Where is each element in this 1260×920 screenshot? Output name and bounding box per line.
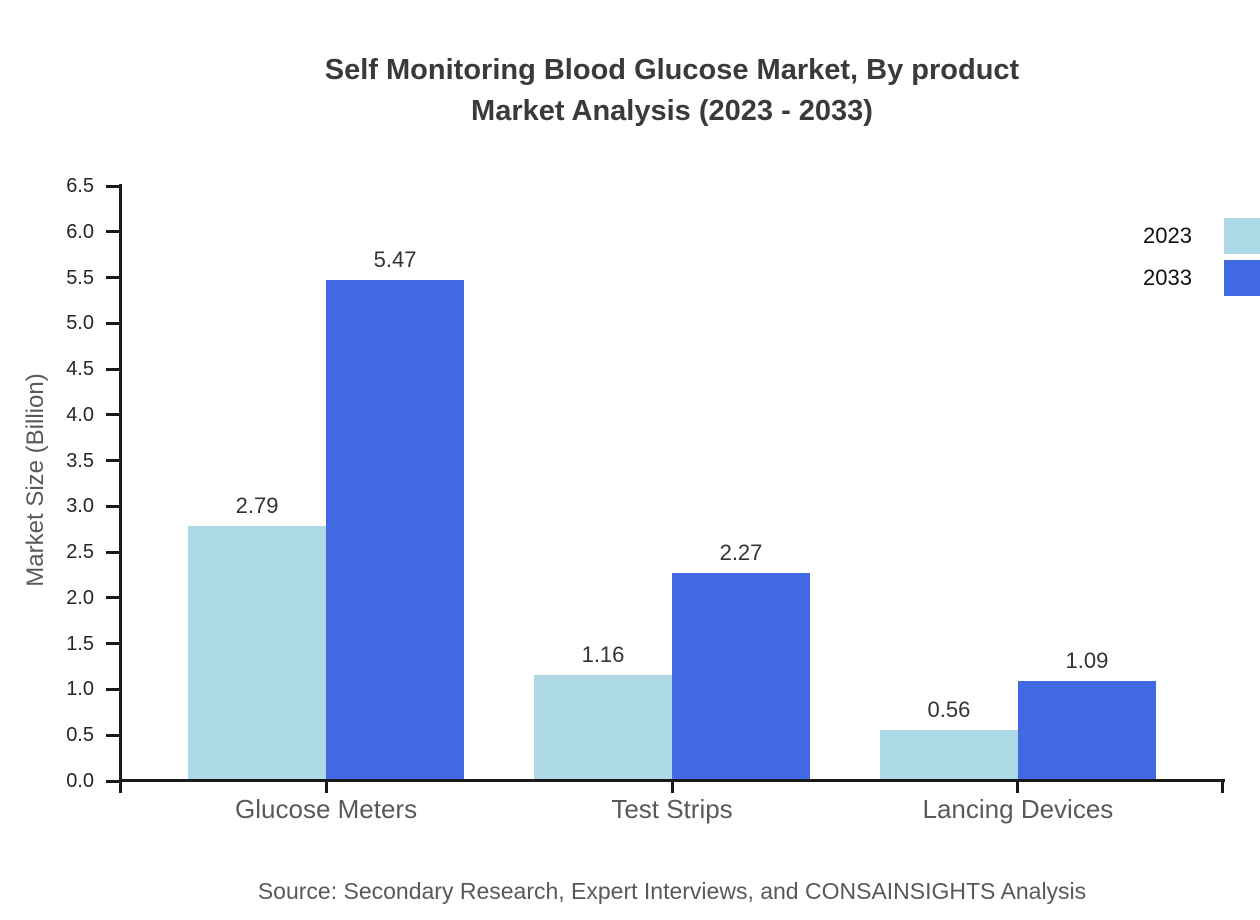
y-axis-line (119, 184, 122, 793)
bar-value-label: 2.27 (719, 540, 763, 566)
bar-value-label: 5.47 (373, 247, 417, 273)
y-axis-tick (106, 687, 122, 691)
y-axis-tick (106, 779, 122, 783)
legend-swatch (1224, 218, 1260, 254)
y-axis-tick-label: 2.5 (66, 541, 94, 564)
y-axis-tick-label: 3.5 (66, 449, 94, 472)
x-axis-tick (1220, 781, 1224, 793)
x-axis-category-label: Glucose Meters (235, 794, 418, 824)
y-axis-tick (106, 596, 122, 600)
bar-value-label: 0.56 (927, 696, 971, 722)
bar-2033-lancing-devices (1017, 681, 1156, 781)
y-axis-tick-label: 6.5 (66, 175, 94, 197)
x-axis-category-label: Lancing Devices (922, 794, 1114, 824)
y-axis-tick (106, 367, 122, 371)
y-axis-tick-label: 2.0 (66, 586, 94, 609)
chart-title-line2: Market Analysis (2023 - 2033) (471, 95, 873, 127)
y-axis-tick-label: 1.5 (66, 632, 94, 655)
bar-2023-lancing-devices (879, 729, 1018, 781)
y-axis-tick (106, 459, 122, 463)
y-axis-tick (106, 321, 122, 325)
chart-title-line1: Self Monitoring Blood Glucose Market, By… (324, 54, 1020, 86)
y-axis-tick-label: 0.0 (66, 770, 94, 792)
y-axis-tick-label: 0.5 (66, 724, 94, 747)
y-axis-tick-label: 6.0 (66, 220, 94, 243)
x-axis-tick (324, 781, 328, 793)
y-axis-tick (106, 230, 122, 234)
bar-2033-test-strips (672, 573, 810, 781)
bar-value-label: 1.16 (581, 641, 625, 667)
x-axis-tick (670, 781, 674, 793)
source-note: Source: Secondary Research, Expert Inter… (257, 878, 1087, 904)
y-axis-tick-label: 4.0 (66, 403, 94, 426)
y-axis-tick (106, 642, 122, 646)
legend-label: 2033 (1143, 265, 1192, 290)
x-axis-category-label: Test Strips (611, 794, 733, 824)
bar-2033-glucose-meters (326, 280, 465, 781)
y-axis-tick-label: 1.0 (66, 678, 94, 701)
bar-2023-glucose-meters (188, 525, 327, 781)
bar-value-label: 1.09 (1065, 648, 1109, 674)
legend-item-2023: 2023 (1143, 218, 1260, 254)
x-axis-tick (1016, 781, 1020, 793)
legend-swatch (1224, 260, 1260, 296)
y-axis-tick (106, 413, 122, 417)
y-axis-tick-label: 4.5 (66, 358, 94, 381)
y-axis-tick-label: 3.0 (66, 495, 94, 518)
y-axis-tick-label: 5.0 (66, 312, 94, 335)
y-axis-tick (106, 550, 122, 554)
y-axis-tick (106, 504, 122, 508)
chart-title: Self Monitoring Blood Glucose Market, By… (122, 50, 1222, 132)
x-axis-line (119, 779, 1225, 782)
y-axis-tick (106, 733, 122, 737)
y-axis-tick (106, 276, 122, 280)
bar-value-label: 2.79 (235, 492, 279, 518)
y-axis-tick (106, 184, 122, 188)
y-axis-tick-label: 5.5 (66, 266, 94, 289)
legend-item-2033: 2033 (1143, 260, 1260, 296)
legend-label: 2023 (1143, 223, 1192, 248)
bar-2023-test-strips (534, 674, 672, 781)
chart-legend: 2023 2033 (1143, 218, 1260, 302)
